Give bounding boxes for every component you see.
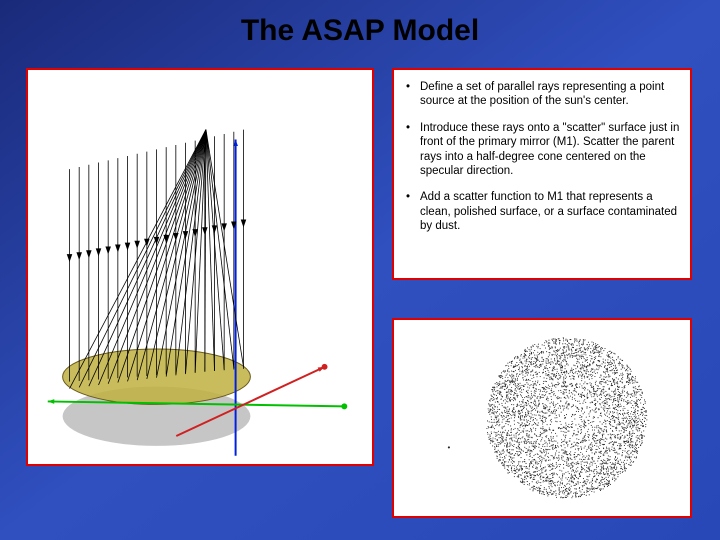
ray-diagram [28,70,372,464]
ray-diagram-panel [26,68,374,466]
bullet-item: Add a scatter function to M1 that repres… [404,190,680,233]
scatter-panel [392,318,692,518]
slide-title: The ASAP Model [0,14,720,48]
bullet-list: Define a set of parallel rays representi… [404,80,680,233]
slide: The ASAP Model Define a set of parallel … [0,0,720,540]
text-panel: Define a set of parallel rays representi… [392,68,692,280]
bullet-item: Introduce these rays onto a "scatter" su… [404,121,680,179]
bullet-item: Define a set of parallel rays representi… [404,80,680,109]
scatter-plot [394,320,690,516]
